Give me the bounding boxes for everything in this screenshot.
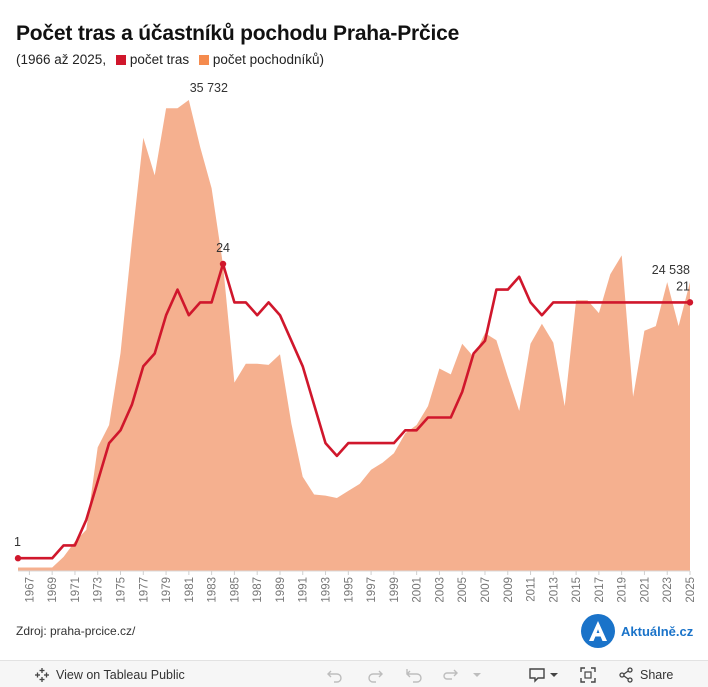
x-tick-label: 1989 <box>275 577 287 603</box>
view-on-tableau-label: View on Tableau Public <box>56 667 185 682</box>
x-tick-label: 1981 <box>184 577 196 603</box>
revert-button[interactable] <box>404 661 424 687</box>
comment-icon <box>528 667 546 683</box>
x-tick-label: 1967 <box>24 577 36 603</box>
comment-button[interactable] <box>528 661 559 687</box>
tableau-logo-icon <box>34 667 50 683</box>
brand-logo[interactable]: Aktuálně.cz <box>581 614 693 648</box>
line-routes <box>18 262 690 560</box>
annotation-label: 24 538 <box>652 263 690 277</box>
x-tick-label: 2019 <box>617 577 629 603</box>
tableau-viz: Počet tras a účastníků pochodu Praha-Prč… <box>0 0 708 660</box>
x-tick-label: 2001 <box>412 577 424 603</box>
x-tick-label: 1971 <box>70 577 82 603</box>
annotation-label: 21 <box>676 279 690 293</box>
fullscreen-button[interactable] <box>580 661 596 687</box>
fullscreen-icon <box>580 666 596 683</box>
x-tick-label: 1979 <box>161 577 173 603</box>
x-tick-label: 2007 <box>480 577 492 603</box>
legend-label-walkers[interactable]: počet pochodníků <box>212 52 320 67</box>
x-tick-label: 1977 <box>138 577 150 603</box>
route-point-2025 <box>686 299 694 306</box>
x-tick-label: 2015 <box>571 577 583 603</box>
revert-icon <box>404 667 424 683</box>
tableau-toolbar: View on Tableau Public <box>0 660 708 687</box>
redo-icon <box>366 667 384 683</box>
share-button[interactable]: Share <box>618 661 673 687</box>
x-tick-label: 2011 <box>526 577 538 602</box>
area-walkers <box>18 100 690 571</box>
refresh-button[interactable] <box>442 661 460 687</box>
brand-logo-icon <box>581 614 615 648</box>
share-label: Share <box>640 667 674 682</box>
chart-subtitle: (1966 až 2025, počet tras počet pochodní… <box>16 52 324 67</box>
x-tick-label: 2023 <box>662 577 674 603</box>
x-tick-label: 2017 <box>594 577 606 603</box>
chart-plot[interactable]: 35 732 24 538 1 24 21 1967 1969 1971 1973 1975 197… <box>0 0 708 660</box>
x-tick-label: 2025 <box>685 577 697 603</box>
x-tick-label: 1999 <box>389 577 401 603</box>
chart-title: Počet tras a účastníků pochodu Praha-Prč… <box>16 22 460 45</box>
chevron-down-icon <box>472 671 482 679</box>
undo-button[interactable] <box>326 661 344 687</box>
legend-swatch-routes <box>115 55 126 65</box>
x-tick-label: 1983 <box>207 577 219 603</box>
share-icon <box>618 666 634 683</box>
redo-button[interactable] <box>366 661 384 687</box>
x-tick-label: 1973 <box>93 577 105 603</box>
refresh-dropdown-button[interactable] <box>472 661 482 687</box>
x-tick-label: 1975 <box>116 577 128 603</box>
x-tick-label: 2003 <box>434 577 446 603</box>
legend-swatch-walkers <box>198 55 209 65</box>
route-point-1984 <box>219 260 227 268</box>
subtitle-suffix: ) <box>319 52 324 67</box>
x-tick-label: 2009 <box>503 577 515 603</box>
x-tick-label: 1995 <box>343 577 355 603</box>
x-tick-label: 2021 <box>639 577 651 603</box>
source-note: Zdroj: praha-prcice.cz/ <box>16 624 136 638</box>
annotation-label: 35 732 <box>190 81 228 95</box>
x-tick-label: 1985 <box>229 577 241 603</box>
x-tick-label: 1987 <box>252 577 264 603</box>
legend-label-routes[interactable]: počet tras <box>129 52 190 67</box>
route-point-1966 <box>14 555 22 562</box>
chevron-down-icon <box>549 671 559 679</box>
brand-name: Aktuálně.cz <box>621 623 694 639</box>
x-tick-label: 2013 <box>548 577 560 603</box>
annotation-label: 1 <box>14 535 21 549</box>
undo-icon <box>326 667 344 683</box>
annotation-label: 24 <box>216 241 230 255</box>
x-tick-label: 2005 <box>457 577 469 603</box>
x-tick-label: 1997 <box>366 577 378 603</box>
subtitle-prefix: (1966 až 2025, <box>16 52 107 67</box>
view-on-tableau-button[interactable]: View on Tableau Public <box>34 661 185 687</box>
x-tick-label: 1991 <box>298 577 310 603</box>
x-tick-label: 1969 <box>47 577 59 603</box>
x-tick-label: 1993 <box>321 577 333 603</box>
refresh-icon <box>442 667 460 683</box>
